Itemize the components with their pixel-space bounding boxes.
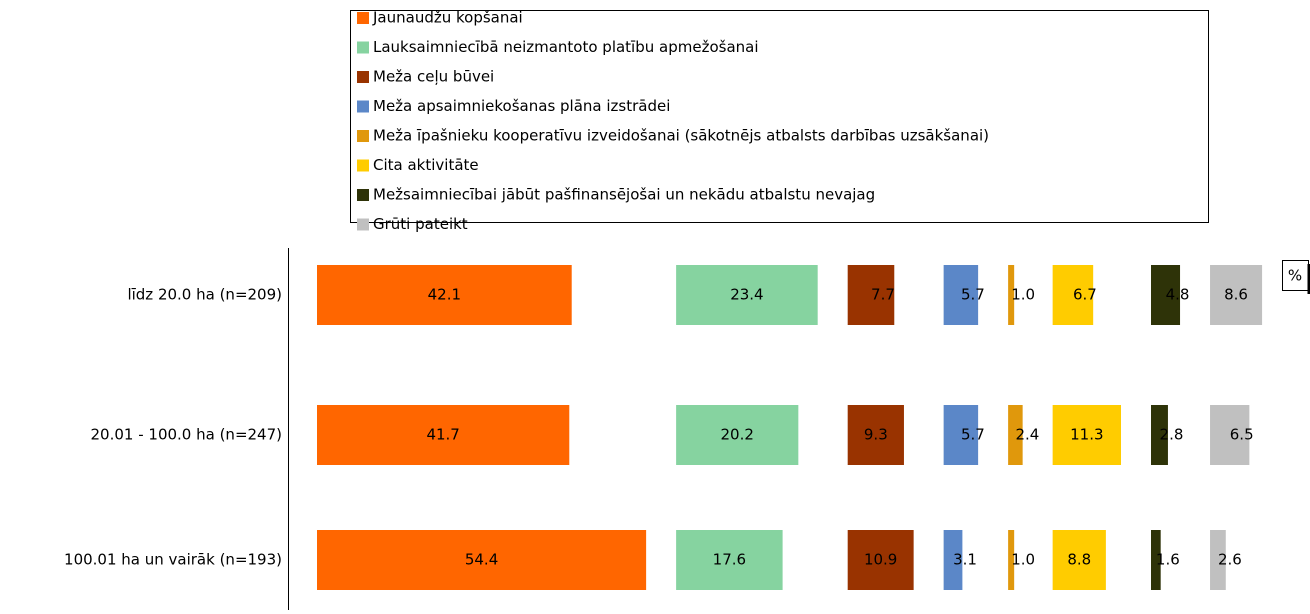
value-label: 2.6	[1218, 551, 1242, 569]
legend-box	[350, 10, 1209, 223]
legend-label: Jaunaudžu kopšanai	[372, 9, 523, 27]
value-label: 2.8	[1160, 426, 1184, 444]
legend-swatch	[357, 41, 369, 54]
value-label: 8.8	[1067, 551, 1091, 569]
bar	[676, 405, 799, 465]
legend-swatch	[357, 218, 369, 231]
bar	[676, 265, 818, 325]
value-label: 1.0	[1011, 551, 1035, 569]
bar	[317, 530, 647, 590]
bar	[1008, 530, 1015, 590]
value-label: 5.7	[961, 286, 985, 304]
bar	[943, 530, 963, 590]
value-label: 7.7	[871, 286, 895, 304]
legend-label: Meža apsaimniekošanas plāna izstrādei	[373, 97, 670, 115]
bar	[943, 405, 979, 465]
bar	[1052, 405, 1122, 465]
value-label: 41.7	[426, 426, 459, 444]
bar	[1210, 265, 1263, 325]
legend-label: Grūti pateikt	[373, 215, 468, 233]
value-label: 11.3	[1070, 426, 1103, 444]
bar	[1008, 405, 1023, 465]
value-label: 5.7	[961, 426, 985, 444]
value-label: 4.8	[1166, 286, 1190, 304]
value-label: 1.0	[1011, 286, 1035, 304]
bar	[847, 530, 914, 590]
legend-swatch	[357, 189, 369, 201]
legend-swatch	[357, 130, 369, 142]
bar	[1052, 530, 1106, 590]
bar	[1151, 405, 1168, 465]
bar	[1151, 265, 1181, 325]
legend-label: Cita aktivitāte	[373, 156, 479, 174]
value-label: 2.4	[1015, 426, 1039, 444]
bar	[847, 405, 904, 465]
legend-swatch	[357, 71, 369, 83]
bar	[847, 265, 895, 325]
legend-label: Meža ceļu būvei	[373, 68, 494, 86]
value-label: 54.4	[465, 551, 498, 569]
bar	[1210, 530, 1226, 590]
value-label: 9.3	[864, 426, 888, 444]
legend-swatch	[357, 100, 369, 113]
unit-label: %	[1288, 267, 1302, 285]
legend-swatch	[357, 159, 369, 172]
bar	[943, 265, 979, 325]
bar	[1210, 405, 1250, 465]
bar	[317, 265, 572, 325]
category-label: 100.01 ha un vairāk (n=193)	[64, 551, 282, 569]
value-label: 6.7	[1073, 286, 1097, 304]
value-label: 42.1	[428, 286, 461, 304]
category-label: līdz 20.0 ha (n=209)	[127, 286, 282, 304]
legend-swatch	[357, 12, 369, 24]
bar	[1052, 265, 1094, 325]
category-label: 20.01 - 100.0 ha (n=247)	[91, 426, 282, 444]
value-label: 3.1	[953, 551, 977, 569]
value-label: 20.2	[721, 426, 754, 444]
value-label: 6.5	[1230, 426, 1254, 444]
value-label: 17.6	[713, 551, 746, 569]
unit-box	[1282, 260, 1309, 291]
legend-label: Meža īpašnieku kooperatīvu izveidošanai …	[373, 127, 989, 145]
legend-label: Lauksaimniecībā neizmantoto platību apme…	[373, 38, 759, 56]
bar	[676, 530, 783, 590]
value-label: 10.9	[864, 551, 897, 569]
value-label: 8.6	[1224, 286, 1248, 304]
value-label: 1.6	[1156, 551, 1180, 569]
bar	[1151, 530, 1161, 590]
bar	[317, 405, 570, 465]
bar	[1008, 265, 1015, 325]
legend-label: Mežsaimniecībai jābūt pašfinansējošai un…	[373, 186, 875, 204]
value-label: 23.4	[730, 286, 763, 304]
